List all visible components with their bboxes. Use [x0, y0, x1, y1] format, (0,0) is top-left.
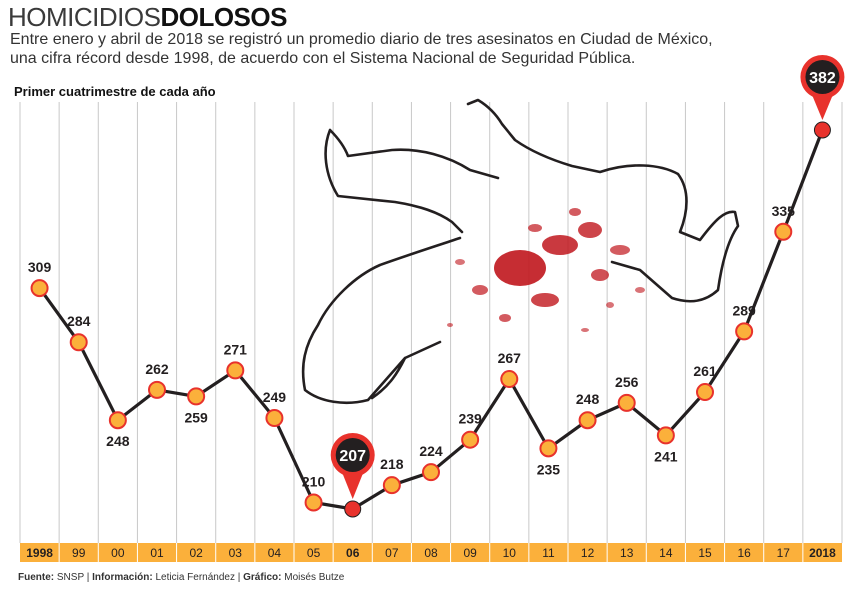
data-label: 267 [498, 350, 522, 366]
data-point [226, 361, 245, 380]
footer-credits: Fuente: SNSP | Información: Leticia Fern… [18, 572, 344, 583]
data-label: 241 [654, 448, 678, 464]
data-point [500, 370, 519, 389]
separator-1: | [86, 572, 90, 583]
data-point [108, 411, 127, 430]
data-point [696, 383, 714, 402]
data-point [735, 322, 754, 341]
title-bold: DOLOSOS [160, 2, 287, 32]
x-tick-label: 14 [659, 546, 673, 560]
data-point-highlight [344, 500, 362, 518]
x-tick-label: 08 [424, 546, 438, 560]
source-label: Fuente: [18, 572, 55, 583]
x-tick-label: 04 [268, 546, 282, 560]
x-tick-label: 12 [581, 546, 595, 560]
x-tick-label: 02 [189, 546, 203, 560]
gridlines [19, 102, 843, 543]
chart-subtitle: Entre enero y abril de 2018 se registró … [10, 30, 770, 68]
x-tick-label: 15 [698, 546, 712, 560]
data-point [265, 409, 284, 428]
x-tick-label: 11 [542, 546, 555, 560]
data-label: 248 [576, 391, 600, 407]
x-axis: 1998 99 00 01 02 03 04 05 06 07 08 09 10 11 12 13 14 15 16… [20, 543, 842, 562]
subtitle-line-1: Entre enero y abril de 2018 se registró … [10, 31, 713, 48]
data-labels: 309 284 248 262 259 271 249 210 218 224 239 267 235 2… [28, 203, 795, 490]
callout-marker: 207 [330, 433, 375, 499]
data-point [422, 463, 440, 482]
data-label: 239 [458, 411, 482, 427]
x-axis-bar [20, 543, 842, 562]
data-point [617, 393, 636, 412]
data-point [382, 476, 401, 495]
data-label: 224 [419, 443, 443, 459]
info-label: Información: [92, 572, 153, 583]
data-label: 218 [380, 456, 404, 472]
callout-badge [335, 438, 370, 472]
data-point [304, 493, 323, 512]
x-tick-label: 16 [737, 546, 751, 560]
data-label: 259 [184, 409, 208, 425]
data-point-highlight [813, 121, 831, 139]
body-outline-illustration [301, 98, 740, 405]
data-label: 210 [302, 474, 326, 490]
data-label: 284 [67, 313, 91, 329]
data-point [656, 426, 675, 445]
data-point [578, 411, 597, 430]
title-light: HOMICIDIOS [8, 2, 161, 32]
body-outline [301, 98, 740, 405]
x-tick-label: 01 [150, 546, 164, 560]
subtitle-line-2: una cifra récord desde 1998, de acuerdo … [10, 50, 636, 67]
callout-value: 382 [809, 70, 836, 87]
data-point [774, 222, 793, 241]
data-label: 271 [224, 341, 248, 357]
x-tick-label: 05 [307, 546, 321, 560]
x-tick-label: 06 [346, 546, 360, 560]
data-label: 261 [693, 363, 717, 379]
callout-pointer [340, 469, 365, 499]
data-label: 235 [537, 461, 561, 477]
x-tick-label: 1998 [26, 546, 53, 560]
blood-splatter [447, 208, 645, 332]
callout-badge [805, 60, 840, 94]
data-point [148, 380, 166, 399]
chart-title: HOMICIDIOSDOLOSOS [8, 2, 287, 32]
graphic-label: Gráfico: [243, 572, 282, 583]
x-tick-label: 07 [385, 546, 399, 560]
data-label: 262 [145, 361, 169, 377]
data-label: 309 [28, 259, 52, 275]
source-value: SNSP [56, 572, 84, 583]
data-label: 335 [772, 203, 796, 219]
data-points [30, 121, 831, 518]
data-label: 248 [106, 433, 130, 449]
x-tick-label: 17 [777, 546, 791, 560]
data-point [461, 430, 480, 449]
data-label: 289 [732, 302, 756, 318]
data-point [187, 387, 206, 406]
highlight-callouts: 207 382 [330, 55, 845, 499]
x-tick-label: 2018 [809, 546, 836, 560]
data-label: 256 [615, 374, 639, 390]
data-point [69, 333, 88, 352]
x-tick-label: 03 [229, 546, 243, 560]
section-label: Primer cuatrimestre de cada año [14, 84, 216, 99]
data-point [30, 279, 49, 298]
x-tick-label: 10 [503, 546, 517, 560]
x-tick-label: 00 [111, 546, 125, 560]
x-tick-label: 13 [620, 546, 634, 560]
x-tick-label: 99 [72, 546, 86, 560]
info-value: Leticia Fernández [155, 572, 235, 583]
separator-2: | [237, 572, 241, 583]
callout-value: 207 [339, 448, 366, 465]
data-label: 249 [263, 389, 287, 405]
x-tick-label: 09 [463, 546, 477, 560]
graphic-value: Moisés Butze [284, 572, 345, 583]
data-point [539, 439, 558, 458]
callout-pointer [810, 91, 835, 120]
callout-marker: 382 [800, 55, 845, 120]
